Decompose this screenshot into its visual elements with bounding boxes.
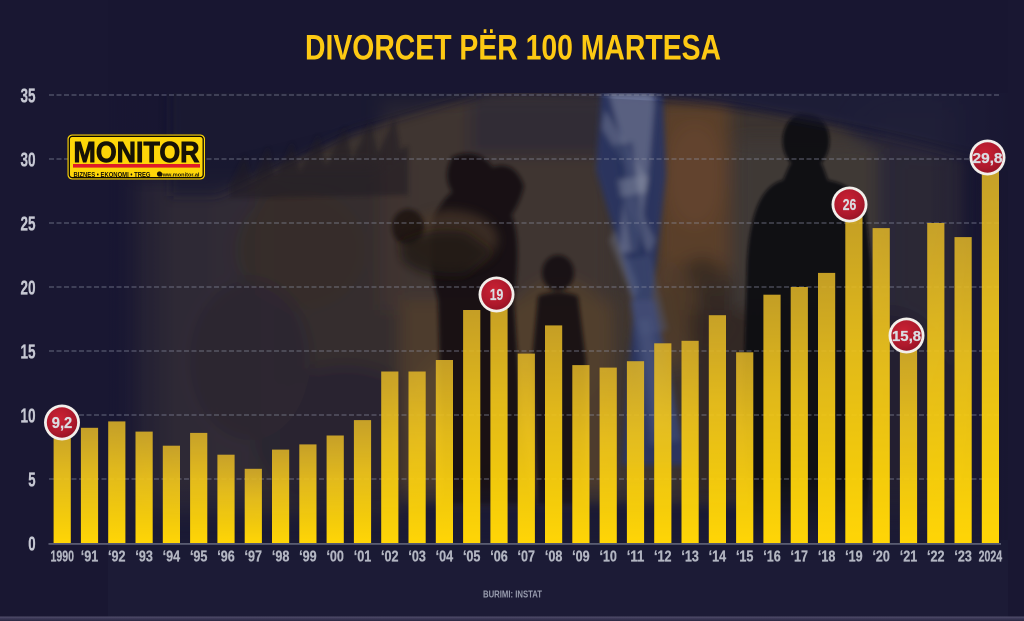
svg-text:‘95: ‘95 xyxy=(190,549,208,566)
svg-text:‘16: ‘16 xyxy=(763,549,781,566)
svg-text:1990: 1990 xyxy=(50,549,74,566)
svg-text:‘98: ‘98 xyxy=(272,549,290,566)
svg-text:BURIMI: INSTAT: BURIMI: INSTAT xyxy=(483,589,542,601)
svg-text:‘02: ‘02 xyxy=(381,549,399,566)
svg-text:26: 26 xyxy=(843,197,857,214)
svg-text:www.monitor.al: www.monitor.al xyxy=(157,172,200,178)
svg-text:‘09: ‘09 xyxy=(572,549,590,566)
svg-text:‘93: ‘93 xyxy=(135,549,153,566)
svg-text:‘20: ‘20 xyxy=(872,549,890,566)
svg-text:30: 30 xyxy=(21,149,36,171)
svg-text:0: 0 xyxy=(28,533,35,555)
svg-text:‘08: ‘08 xyxy=(545,549,563,566)
svg-text:‘92: ‘92 xyxy=(108,549,126,566)
svg-text:‘13: ‘13 xyxy=(681,549,699,566)
svg-text:‘01: ‘01 xyxy=(354,549,372,566)
svg-text:25: 25 xyxy=(21,213,36,235)
svg-text:‘10: ‘10 xyxy=(599,549,617,566)
svg-text:‘22: ‘22 xyxy=(927,549,945,566)
svg-text:‘99: ‘99 xyxy=(299,549,317,566)
svg-text:‘00: ‘00 xyxy=(326,549,344,566)
svg-text:15,8: 15,8 xyxy=(892,329,921,345)
svg-text:10: 10 xyxy=(21,405,36,427)
svg-text:20: 20 xyxy=(21,277,36,299)
svg-text:‘04: ‘04 xyxy=(436,549,454,566)
svg-text:‘19: ‘19 xyxy=(845,549,863,566)
svg-text:BIZNES • EKONOMI • TREG: BIZNES • EKONOMI • TREG xyxy=(74,172,151,179)
svg-text:‘15: ‘15 xyxy=(736,549,754,566)
svg-text:‘97: ‘97 xyxy=(245,549,263,566)
svg-text:‘12: ‘12 xyxy=(654,549,672,566)
svg-text:‘18: ‘18 xyxy=(818,549,836,566)
svg-text:15: 15 xyxy=(21,341,36,363)
svg-text:‘91: ‘91 xyxy=(81,549,99,566)
svg-text:2024: 2024 xyxy=(979,549,1003,566)
svg-text:‘07: ‘07 xyxy=(518,549,536,566)
svg-text:‘11: ‘11 xyxy=(627,549,645,566)
svg-text:DIVORCET PËR 100 MARTESA: DIVORCET PËR 100 MARTESA xyxy=(305,28,721,68)
svg-text:19: 19 xyxy=(490,287,504,304)
svg-text:‘03: ‘03 xyxy=(408,549,426,566)
svg-text:‘23: ‘23 xyxy=(954,549,972,566)
svg-text:‘14: ‘14 xyxy=(709,549,727,566)
svg-text:‘21: ‘21 xyxy=(900,549,918,566)
svg-text:‘05: ‘05 xyxy=(463,549,481,566)
svg-text:‘96: ‘96 xyxy=(217,549,235,566)
svg-text:‘17: ‘17 xyxy=(791,549,809,566)
svg-text:‘06: ‘06 xyxy=(490,549,508,566)
svg-text:‘94: ‘94 xyxy=(163,549,181,566)
svg-text:35: 35 xyxy=(21,85,36,107)
svg-text:9,2: 9,2 xyxy=(52,415,73,432)
svg-text:29,8: 29,8 xyxy=(973,151,1003,167)
svg-text:MONITOR: MONITOR xyxy=(74,137,200,169)
svg-text:5: 5 xyxy=(28,469,35,491)
